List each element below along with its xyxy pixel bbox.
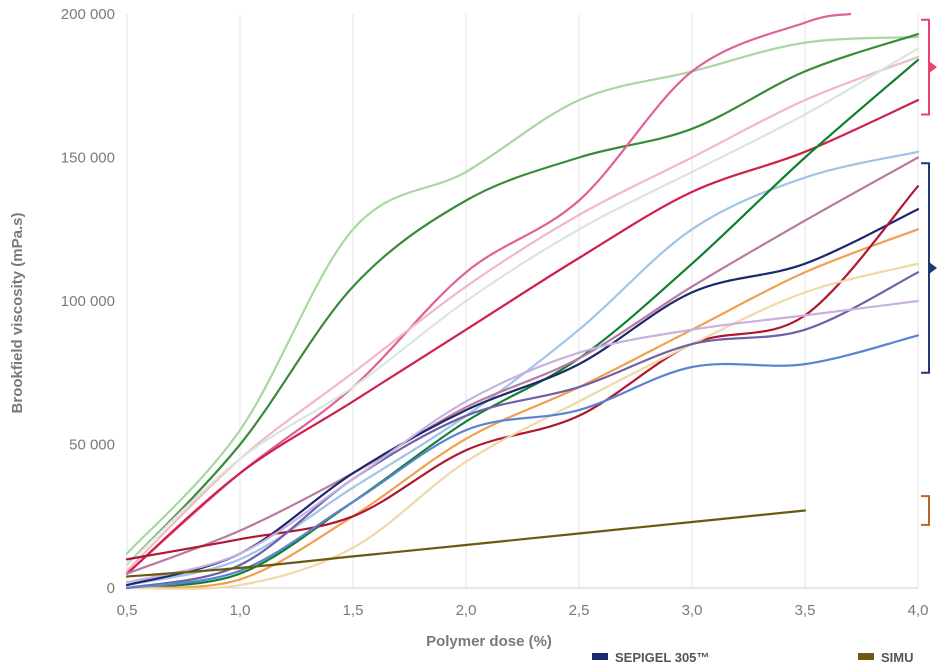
bracket-arrow-2 [929,261,937,274]
legend: SEPIGEL 305™ SIMU [592,650,914,665]
series-line-1 [125,35,920,555]
y-axis-title: Brookfield viscosity (mPa.s) [9,213,26,414]
x-tick-label: 2,5 [569,602,590,619]
series-line-14 [125,271,920,590]
series-line-8 [125,58,920,590]
y-tick-label: 200 000 [61,6,115,23]
brackets [921,18,937,526]
x-tick-label: 3,5 [795,602,816,619]
y-tick-label: 100 000 [61,293,115,310]
y-ticks: 0 50 000 100 000 150 000 200 000 [61,6,115,597]
x-tick-label: 1,0 [230,602,251,619]
grid [126,14,919,589]
series-line-11 [125,228,920,590]
series-layer [125,12,920,591]
legend-swatch [858,653,874,660]
x-axis-title: Polymer dose (%) [426,633,552,650]
series-line-3 [125,12,852,575]
series-line-6 [125,99,920,575]
bracket-arrow-1 [929,61,937,74]
y-tick-label: 150 000 [61,150,115,167]
y-tick-label: 50 000 [69,437,115,454]
series-line-5 [125,47,920,567]
x-tick-label: 1,5 [343,602,364,619]
series-line-7 [125,150,920,587]
legend-label: SEPIGEL 305™ [615,650,709,665]
legend-label: SIMU [881,650,914,665]
series-line-13 [125,262,920,591]
series-line-16 [125,334,920,590]
group-bracket-1 [921,18,930,116]
series-line-17 [125,509,807,578]
series-line-15 [125,299,920,584]
y-tick-label: 0 [107,580,115,597]
series-line-2 [125,33,920,567]
x-tick-label: 0,5 [117,602,138,619]
x-tick-label: 2,0 [456,602,477,619]
series-line-9 [125,156,920,575]
x-tick-label: 4,0 [908,602,929,619]
group-bracket-3 [921,495,930,526]
legend-swatch [592,653,608,660]
x-ticks: 0,5 1,0 1,5 2,0 2,5 3,0 3,5 4,0 [117,602,929,619]
group-bracket-2 [921,162,930,374]
x-tick-label: 3,0 [682,602,703,619]
